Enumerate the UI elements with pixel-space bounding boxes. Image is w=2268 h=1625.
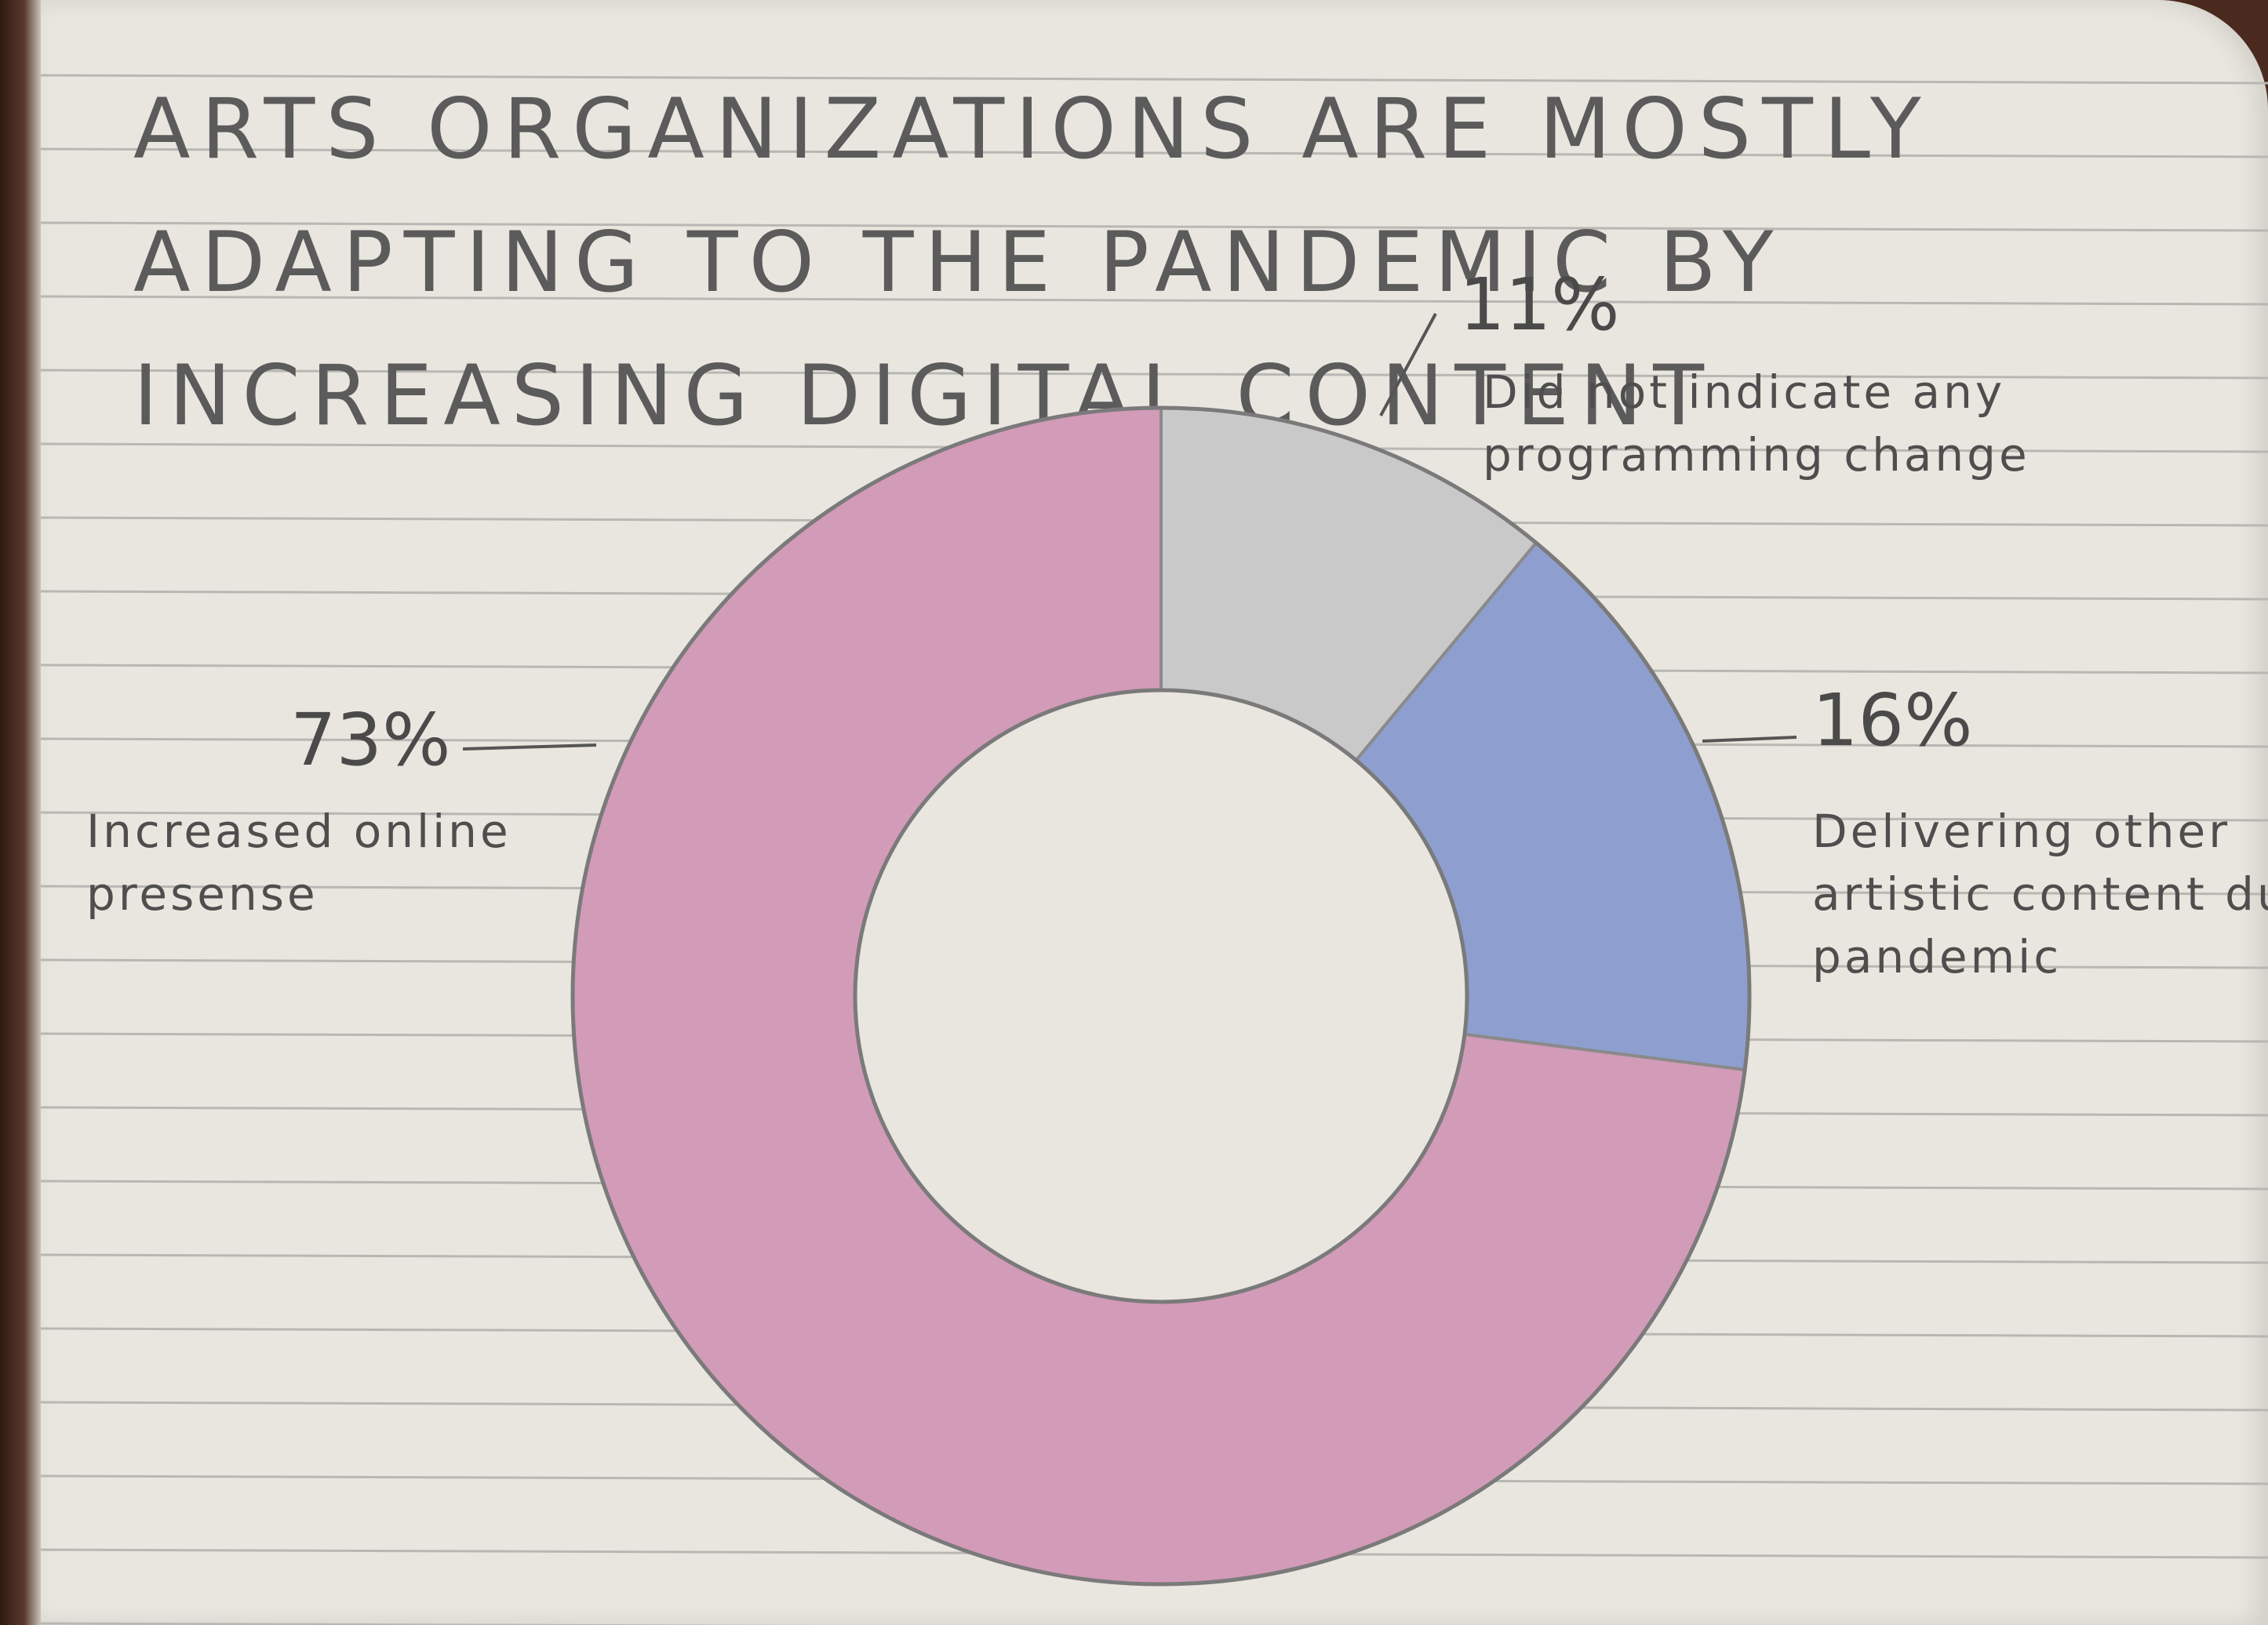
slice-value-label: 11% <box>1459 263 1619 347</box>
donut-hole <box>853 688 1469 1304</box>
slice-category-label: Increased online <box>86 805 511 858</box>
chart-title: ARTS ORGANIZATIONS ARE MOSTLY ADAPTING T… <box>133 81 1932 444</box>
slice-category-label: programming change <box>1483 428 2030 482</box>
ruled-line <box>40 369 2268 380</box>
leader-line <box>1379 313 1437 416</box>
ruled-line <box>40 221 2268 232</box>
slice-category-label: pandemic <box>1812 930 2062 983</box>
ruled-line <box>40 74 2268 85</box>
ruled-line <box>40 147 2268 158</box>
slice-value-label: 16% <box>1812 678 1972 762</box>
leader-line <box>1702 736 1797 743</box>
donut-outer-edge <box>570 405 1752 1587</box>
ruled-line <box>40 295 2268 306</box>
slice-category-label: presense <box>86 867 319 921</box>
slice-category-label: artistic content during <box>1812 867 2268 921</box>
slice-category-label: Did not indicate any <box>1483 365 2005 419</box>
slice-value-label: 73% <box>290 698 450 782</box>
leader-line <box>462 743 597 751</box>
notebook-binding <box>0 0 41 1625</box>
slice-category-label: Delivering other <box>1812 805 2230 858</box>
